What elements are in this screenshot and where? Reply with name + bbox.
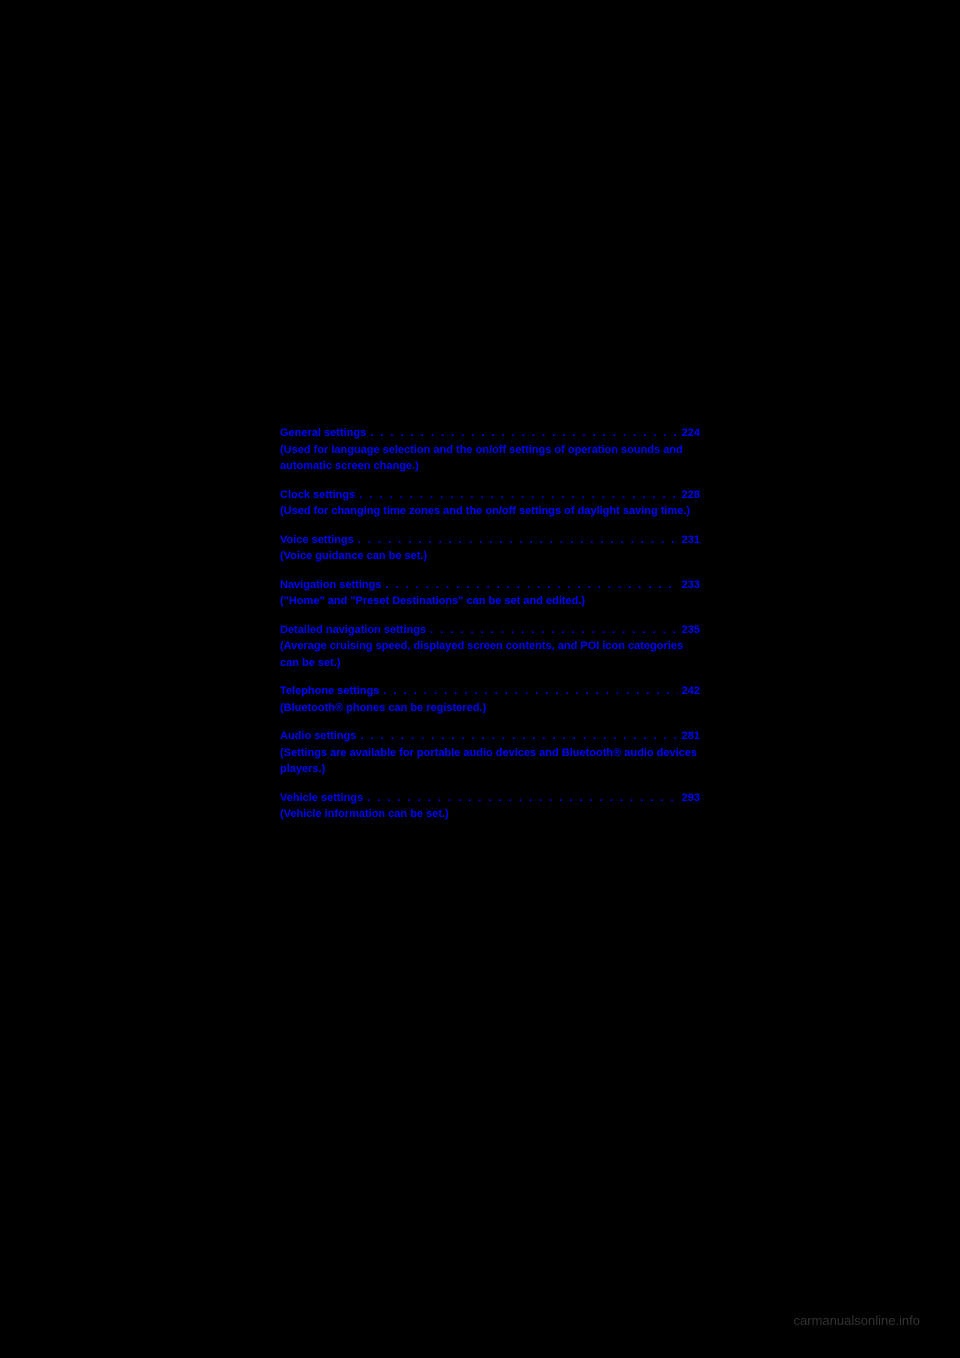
toc-page-number: 281 — [682, 728, 700, 745]
toc-entry-description: (Average cruising speed, displayed scree… — [280, 638, 700, 671]
toc-entry-title: Audio settings — [280, 728, 356, 745]
toc-entry-title: Clock settings — [280, 487, 355, 504]
toc-entry-title-row[interactable]: Audio settings . . . . . . . . . . . . .… — [280, 728, 700, 745]
toc-content: General settings . . . . . . . . . . . .… — [280, 425, 700, 835]
toc-page-number: 235 — [682, 622, 700, 639]
toc-page-number: 231 — [682, 532, 700, 549]
toc-dots: . . . . . . . . . . . . . . . . . . . . … — [358, 532, 678, 549]
toc-entry-description: (Bluetooth® phones can be registered.) — [280, 700, 700, 717]
toc-entry-title-row[interactable]: General settings . . . . . . . . . . . .… — [280, 425, 700, 442]
toc-entry-description: ("Home" and "Preset Destinations" can be… — [280, 593, 700, 610]
toc-entry-title-row[interactable]: Vehicle settings . . . . . . . . . . . .… — [280, 790, 700, 807]
toc-entry-title: Navigation settings — [280, 577, 381, 594]
toc-entry-title-row[interactable]: Detailed navigation settings . . . . . .… — [280, 622, 700, 639]
toc-dots: . . . . . . . . . . . . . . . . . . . . … — [385, 577, 677, 594]
toc-page-number: 293 — [682, 790, 700, 807]
toc-entry: Audio settings . . . . . . . . . . . . .… — [280, 728, 700, 778]
toc-page-number: 228 — [682, 487, 700, 504]
toc-entry: General settings . . . . . . . . . . . .… — [280, 425, 700, 475]
toc-dots: . . . . . . . . . . . . . . . . . . . . … — [359, 487, 677, 504]
toc-dots: . . . . . . . . . . . . . . . . . . . . … — [360, 728, 677, 745]
toc-entry-title: Detailed navigation settings — [280, 622, 426, 639]
toc-entry: Clock settings . . . . . . . . . . . . .… — [280, 487, 700, 520]
toc-entry: Vehicle settings . . . . . . . . . . . .… — [280, 790, 700, 823]
toc-entry-title: Voice settings — [280, 532, 354, 549]
toc-entry-title: Telephone settings — [280, 683, 379, 700]
toc-entry-title-row[interactable]: Navigation settings . . . . . . . . . . … — [280, 577, 700, 594]
toc-page-number: 242 — [682, 683, 700, 700]
toc-entry-title-row[interactable]: Telephone settings . . . . . . . . . . .… — [280, 683, 700, 700]
toc-entry-title: General settings — [280, 425, 366, 442]
toc-dots: . . . . . . . . . . . . . . . . . . . . … — [367, 790, 677, 807]
toc-entry-description: (Used for changing time zones and the on… — [280, 503, 700, 520]
toc-dots: . . . . . . . . . . . . . . . . . . . . … — [383, 683, 677, 700]
toc-entry-description: (Voice guidance can be set.) — [280, 548, 700, 565]
toc-entry: Telephone settings . . . . . . . . . . .… — [280, 683, 700, 716]
toc-page-number: 233 — [682, 577, 700, 594]
toc-entry-description: (Vehicle information can be set.) — [280, 806, 700, 823]
toc-entry-title-row[interactable]: Voice settings . . . . . . . . . . . . .… — [280, 532, 700, 549]
toc-entry-title: Vehicle settings — [280, 790, 363, 807]
toc-entry-description: (Used for language selection and the on/… — [280, 442, 700, 475]
toc-dots: . . . . . . . . . . . . . . . . . . . . … — [370, 425, 677, 442]
toc-dots: . . . . . . . . . . . . . . . . . . . . … — [430, 622, 678, 639]
toc-entry-description: (Settings are available for portable aud… — [280, 745, 700, 778]
toc-page-number: 224 — [682, 425, 700, 442]
footer-text: carmanualsonline.info — [794, 1313, 920, 1328]
toc-entry: Voice settings . . . . . . . . . . . . .… — [280, 532, 700, 565]
toc-entry: Navigation settings . . . . . . . . . . … — [280, 577, 700, 610]
toc-entry-title-row[interactable]: Clock settings . . . . . . . . . . . . .… — [280, 487, 700, 504]
toc-entry: Detailed navigation settings . . . . . .… — [280, 622, 700, 672]
